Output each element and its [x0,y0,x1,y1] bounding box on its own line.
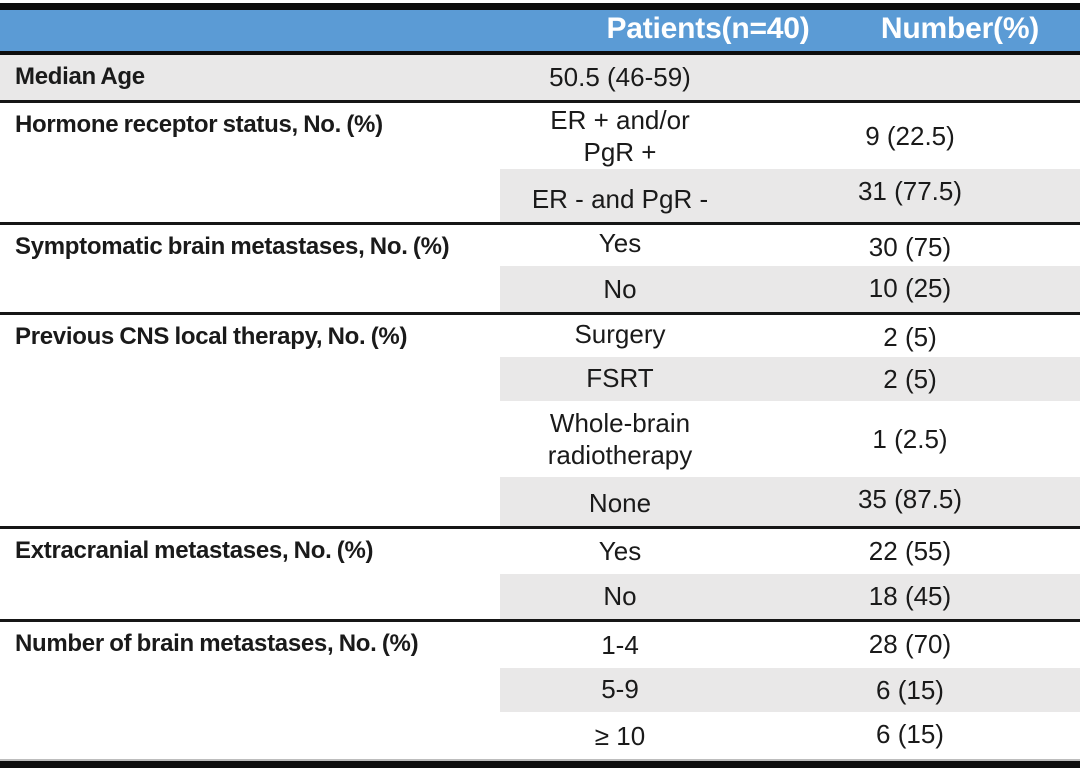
cell-number: 31 (77.5) [740,169,1080,222]
cell-value: No [500,266,740,312]
cell-number: 30 (75) [868,232,952,262]
row-label: Symptomatic brain metastases, No. (%) [15,233,450,260]
row-label: Number of brain metastases, No. (%) [15,630,419,657]
row-label: Previous CNS local therapy, No. (%) [15,323,408,350]
cell-number [740,55,1080,100]
top-margin [0,0,1080,3]
cell-number: 9 (22.5) [865,120,955,151]
cell-number: 18 (45) [740,574,1080,619]
table-row: No 10 (25) [500,266,1080,312]
section-hormone-receptor-status: Hormone receptor status, No. (%) ER + an… [0,103,1080,225]
table-row: Yes 22 (55) [500,529,1080,574]
table-row: 50.5 (46-59) [500,55,1080,100]
cell-value: 1-4 [601,630,639,660]
table-row: ≥ 10 6 (15) [500,712,1080,759]
row-label: Hormone receptor status, No. (%) [15,111,383,138]
section-median-age: Median Age 50.5 (46-59) [0,55,1080,103]
cell-number: 6 (15) [740,668,1080,712]
section-number-of-brain-metastases: Number of brain metastases, No. (%) 1-4 … [0,622,1080,759]
cell-value: ER + and/or PgR + [550,105,690,167]
table-row: 1-4 28 (70) [500,622,1080,668]
cell-value: 5-9 [500,668,740,712]
table-row: Whole-brain radiotherapy 1 (2.5) [500,401,1080,477]
table-header-row: Patients(n=40) Number(%) [0,10,1080,55]
cell-value: Whole-brain radiotherapy [547,408,693,470]
cell-value: No [500,574,740,619]
cell-value: ≥ 10 [594,721,646,751]
cell-value: FSRT [500,357,740,401]
cell-number: 28 (70) [868,629,952,659]
table-row: 5-9 6 (15) [500,668,1080,712]
header-number-column: Number(%) [880,12,1040,45]
cell-number: 1 (2.5) [872,423,948,454]
cell-number: 10 (25) [740,266,1080,312]
cell-value: None [500,477,740,526]
cell-number: 6 (15) [876,719,944,749]
table-row: ER - and PgR - 31 (77.5) [500,169,1080,222]
header-patients-column: Patients(n=40) [606,12,810,45]
table-row: FSRT 2 (5) [500,357,1080,401]
cell-value: Yes [598,228,642,258]
cell-number: 22 (55) [868,536,952,566]
cell-value: Yes [598,536,642,566]
table-row: Yes 30 (75) [500,225,1080,266]
cell-number: 35 (87.5) [740,477,1080,526]
cell-value: ER - and PgR - [500,169,740,222]
row-label: Extracranial metastases, No. (%) [15,537,374,564]
section-previous-cns-local-therapy: Previous CNS local therapy, No. (%) Surg… [0,315,1080,529]
top-rule-bar [0,3,1080,10]
table-row: No 18 (45) [500,574,1080,619]
section-extracranial-metastases: Extracranial metastases, No. (%) Yes 22 … [0,529,1080,622]
cell-value: 50.5 (46-59) [500,55,740,100]
table-row: Surgery 2 (5) [500,315,1080,357]
cell-number: 2 (5) [740,357,1080,401]
row-label: Median Age [0,55,500,100]
bottom-rule-bar [0,759,1080,768]
cell-number: 2 (5) [883,322,937,352]
table-row: None 35 (87.5) [500,477,1080,526]
section-symptomatic-brain-metastases: Symptomatic brain metastases, No. (%) Ye… [0,225,1080,315]
cell-value: Surgery [574,319,666,349]
table-row: ER + and/or PgR + 9 (22.5) [500,103,1080,169]
